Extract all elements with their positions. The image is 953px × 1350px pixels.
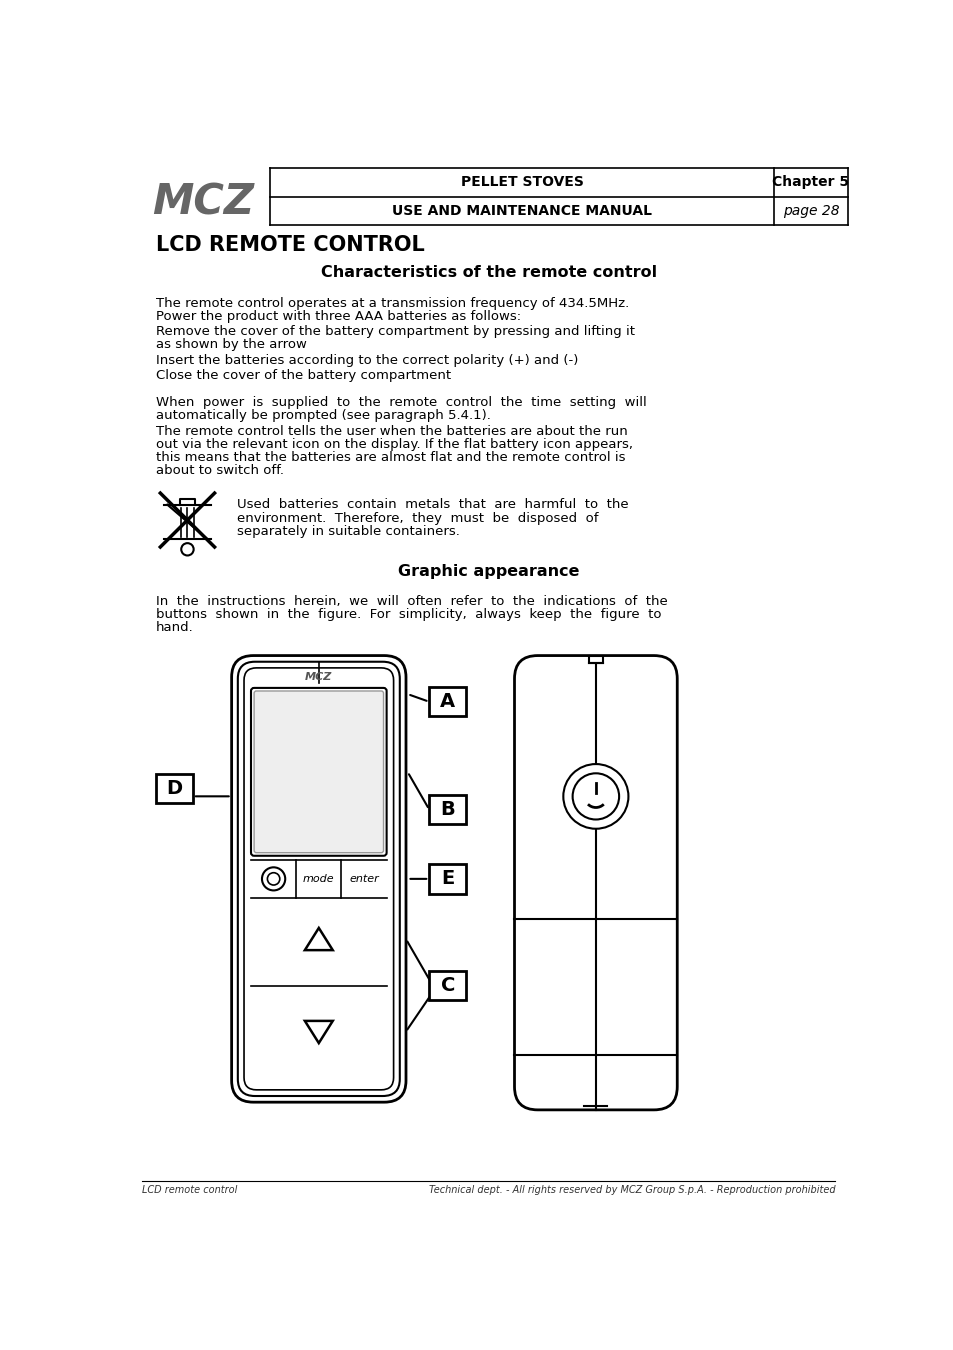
Text: When  power  is  supplied  to  the  remote  control  the  time  setting  will: When power is supplied to the remote con… — [155, 396, 646, 409]
Text: In  the  instructions  herein,  we  will  often  refer  to  the  indications  of: In the instructions herein, we will ofte… — [155, 595, 667, 608]
Text: A: A — [440, 693, 455, 711]
Text: Power the product with three AAA batteries as follows:: Power the product with three AAA batteri… — [155, 310, 520, 323]
Text: Technical dept. - All rights reserved by MCZ Group S.p.A. - Reproduction prohibi: Technical dept. - All rights reserved by… — [428, 1185, 835, 1195]
FancyBboxPatch shape — [514, 656, 677, 1110]
Text: separately in suitable containers.: separately in suitable containers. — [236, 525, 459, 537]
Text: mode: mode — [303, 873, 335, 884]
Text: hand.: hand. — [155, 621, 193, 634]
Text: buttons  shown  in  the  figure.  For  simplicity,  always  keep  the  figure  t: buttons shown in the figure. For simplic… — [155, 608, 660, 621]
Text: MCZ: MCZ — [152, 181, 253, 223]
Circle shape — [562, 764, 628, 829]
Text: D: D — [166, 779, 182, 798]
FancyBboxPatch shape — [429, 971, 466, 1000]
Text: Remove the cover of the battery compartment by pressing and lifting it: Remove the cover of the battery compartm… — [155, 325, 634, 339]
Text: enter: enter — [349, 873, 378, 884]
Text: about to switch off.: about to switch off. — [155, 464, 283, 477]
FancyBboxPatch shape — [429, 687, 466, 717]
Text: The remote control tells the user when the batteries are about the run: The remote control tells the user when t… — [155, 424, 627, 437]
Text: USE AND MAINTENANCE MANUAL: USE AND MAINTENANCE MANUAL — [392, 204, 652, 217]
Text: out via the relevant icon on the display. If the flat battery icon appears,: out via the relevant icon on the display… — [155, 437, 632, 451]
Text: Insert the batteries according to the correct polarity (+) and (-): Insert the batteries according to the co… — [155, 354, 578, 367]
Text: Graphic appearance: Graphic appearance — [397, 564, 579, 579]
Circle shape — [262, 867, 285, 891]
Text: environment.  Therefore,  they  must  be  disposed  of: environment. Therefore, they must be dis… — [236, 512, 598, 525]
Text: Chapter 5: Chapter 5 — [772, 176, 848, 189]
Text: The remote control operates at a transmission frequency of 434.5MHz.: The remote control operates at a transmi… — [155, 297, 628, 309]
Text: LCD remote control: LCD remote control — [142, 1185, 237, 1195]
Text: Characteristics of the remote control: Characteristics of the remote control — [320, 265, 657, 279]
Text: PELLET STOVES: PELLET STOVES — [460, 176, 583, 189]
FancyBboxPatch shape — [429, 864, 466, 894]
Text: MCZ: MCZ — [305, 672, 333, 682]
Text: C: C — [440, 976, 455, 995]
FancyBboxPatch shape — [244, 668, 394, 1089]
Text: automatically be prompted (see paragraph 5.4.1).: automatically be prompted (see paragraph… — [155, 409, 490, 423]
FancyBboxPatch shape — [237, 662, 399, 1096]
FancyBboxPatch shape — [155, 774, 193, 803]
Text: B: B — [440, 801, 455, 819]
FancyBboxPatch shape — [588, 656, 602, 663]
FancyBboxPatch shape — [251, 688, 386, 856]
Text: Used  batteries  contain  metals  that  are  harmful  to  the: Used batteries contain metals that are h… — [236, 498, 628, 512]
FancyBboxPatch shape — [429, 795, 466, 825]
Text: as shown by the arrow: as shown by the arrow — [155, 339, 306, 351]
Text: this means that the batteries are almost flat and the remote control is: this means that the batteries are almost… — [155, 451, 624, 464]
FancyBboxPatch shape — [253, 691, 383, 853]
Text: page 28: page 28 — [781, 204, 839, 217]
Text: Close the cover of the battery compartment: Close the cover of the battery compartme… — [155, 369, 451, 382]
Text: E: E — [440, 869, 454, 888]
FancyBboxPatch shape — [232, 656, 406, 1102]
Text: LCD REMOTE CONTROL: LCD REMOTE CONTROL — [155, 235, 424, 255]
